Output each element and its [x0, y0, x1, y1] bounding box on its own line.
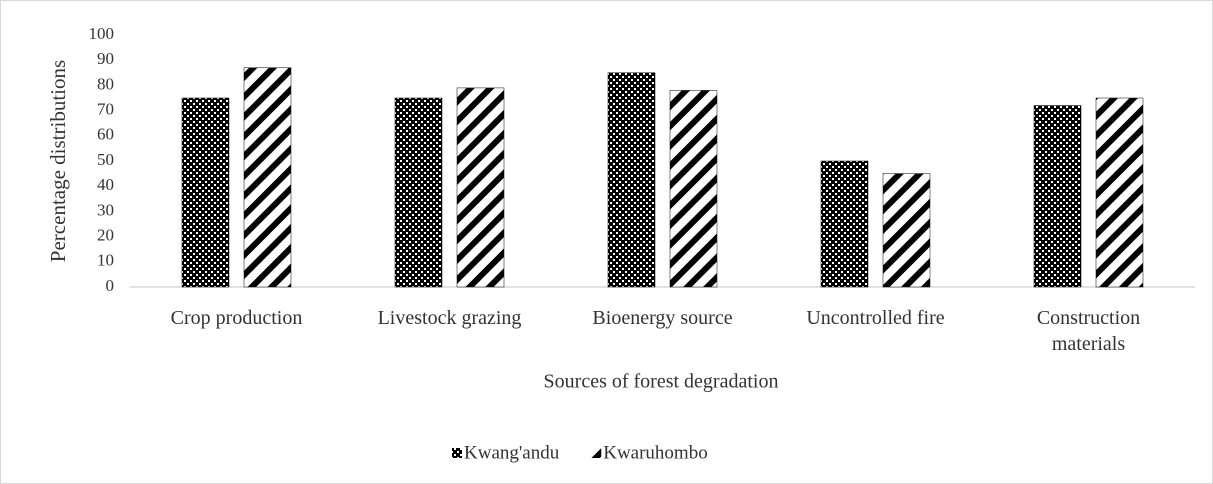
bar	[820, 160, 869, 288]
bar	[1095, 97, 1144, 288]
x-tick-label: Uncontrolled fire	[806, 307, 945, 329]
bar	[1033, 105, 1082, 288]
bar	[394, 97, 443, 288]
legend-label: Kwang'andu	[464, 442, 560, 463]
y-axis-label: Percentage distributions	[46, 60, 70, 262]
y-tick-label: 40	[97, 175, 114, 194]
y-tick-label: 0	[106, 276, 115, 295]
y-tick-label: 90	[97, 49, 114, 68]
legend-swatch	[591, 448, 602, 458]
y-tick-label: 10	[97, 251, 114, 270]
bar	[181, 97, 230, 288]
bar	[669, 90, 718, 288]
legend-label: Kwaruhombo	[603, 442, 707, 463]
x-tick-label: Crop production	[170, 307, 303, 329]
x-tick-label: Bioenergy source	[592, 307, 733, 329]
y-tick-label: 70	[97, 100, 114, 119]
y-tick-label: 80	[97, 74, 114, 93]
bar	[456, 87, 505, 288]
x-tick-label: Livestock grazing	[377, 307, 522, 329]
y-tick-label: 30	[97, 200, 114, 219]
bar	[882, 173, 931, 288]
y-tick-label: 100	[89, 24, 115, 43]
y-tick-label: 60	[97, 125, 114, 144]
y-tick-label: 20	[97, 226, 114, 245]
x-tick-label: Construction materials	[1036, 307, 1141, 355]
bar	[243, 67, 292, 288]
bar	[607, 72, 656, 288]
y-tick-label: 50	[97, 150, 114, 169]
legend-swatch	[452, 448, 462, 458]
x-axis-label: Sources of forest degradation	[544, 371, 779, 393]
